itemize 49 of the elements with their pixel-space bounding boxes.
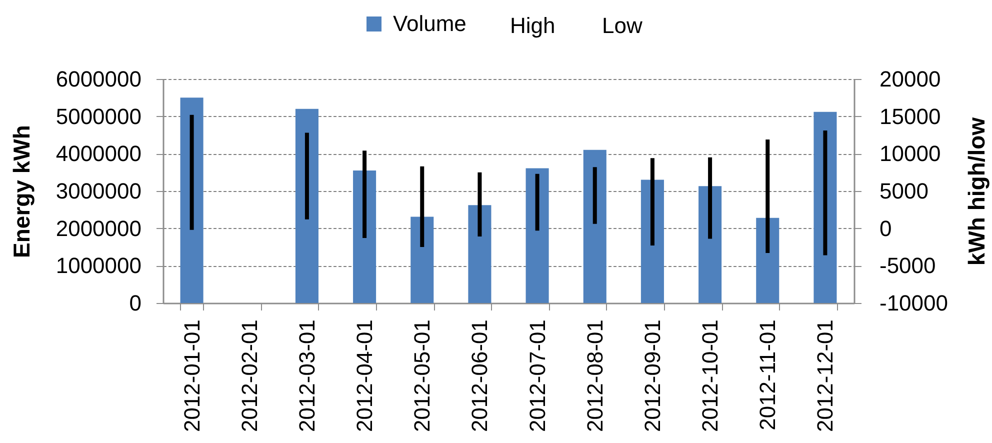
x-tick-label: 2012-10-01 [698,320,723,432]
bar [535,174,540,231]
y-tick-label: 1000000 [56,253,142,278]
x-tick-label: 2012-06-01 [467,320,492,432]
y2-axis-title: kWh high/low [964,117,990,266]
bar [708,157,712,239]
bar [304,132,309,220]
x-tick-label: 2012-05-01 [410,320,435,432]
y2-tick-label: 10000 [880,141,941,166]
y2-tick-label: 0 [880,216,892,241]
bar [592,167,597,224]
x-tick-label: 2012-09-01 [640,320,665,432]
bar [468,205,492,303]
x-tick-label: 2012-02-01 [236,320,262,432]
text: Low [602,13,642,38]
bar [756,218,780,303]
bar [526,168,549,303]
y-tick-label: 2000000 [56,216,142,241]
y-tick-label: 3000000 [56,178,142,204]
legend-label: Volume [393,11,466,36]
y2-tick-label: -5000 [880,253,936,278]
x-tick-label: 2012-04-01 [352,320,378,432]
bar [190,114,194,230]
x-tick-label: 2012-03-01 [294,320,320,432]
x-tick-label: 2012-07-01 [524,320,550,432]
y-axis-title: Energy kWh [8,125,34,258]
bar [583,150,606,303]
y-tick-label: 0 [129,290,142,316]
y-tick-label: 4000000 [56,141,142,166]
bar [823,130,828,256]
bar [410,216,434,303]
bar [766,139,770,253]
bar [698,186,722,303]
y2-tick-label: 15000 [880,104,941,129]
bar [478,172,482,237]
x-tick-label: 2012-01-01 [179,320,204,432]
y-tick-label: 6000000 [56,66,142,92]
x-tick-label: 2012-11-01 [755,320,780,430]
bar [420,166,424,247]
y2-tick-label: -10000 [880,290,948,316]
bar [362,150,367,238]
bar [295,108,318,303]
x-tick-label: 2012-08-01 [582,320,608,432]
y2-tick-label: 5000 [880,178,928,204]
y2-tick-label: 20000 [880,66,941,92]
y-tick-label: 5000000 [56,104,142,129]
bar [650,158,654,246]
text: High [510,13,556,38]
x-tick-label: 2012-12-01 [812,320,838,432]
